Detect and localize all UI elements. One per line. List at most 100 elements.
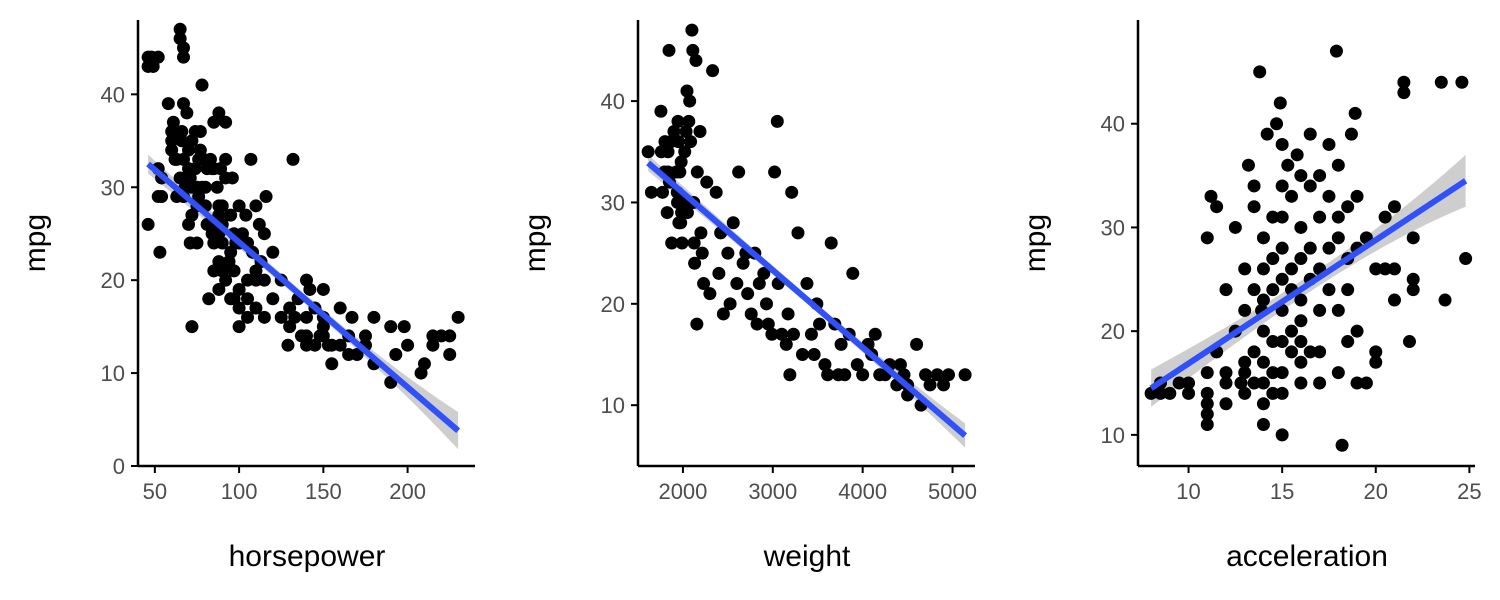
scatter-point bbox=[1275, 241, 1289, 255]
y-tick-label: 30 bbox=[101, 175, 125, 200]
scatter-point bbox=[690, 317, 704, 331]
panel-weight: 2000 3000 4000 5000 10 20 30 40 weight mpg bbox=[519, 20, 977, 573]
scatter-point bbox=[893, 358, 907, 372]
scatter-point bbox=[680, 84, 694, 98]
scatter-point bbox=[426, 338, 440, 352]
scatter-point bbox=[1238, 386, 1252, 400]
scatter-point bbox=[765, 327, 779, 341]
scatter-point bbox=[1313, 345, 1327, 359]
scatter-point bbox=[703, 287, 717, 301]
x-tick-label: 2000 bbox=[658, 479, 707, 504]
scatter-point bbox=[288, 310, 302, 324]
scatter-point bbox=[1275, 335, 1289, 349]
x-tick-label: 50 bbox=[143, 479, 167, 504]
y-tick-label: 40 bbox=[101, 82, 125, 107]
scatter-point bbox=[1247, 283, 1261, 297]
scatter-point bbox=[834, 337, 848, 351]
scatter-point bbox=[1331, 231, 1345, 245]
scatter-point bbox=[856, 368, 870, 382]
x-tick-label: 5000 bbox=[928, 479, 977, 504]
scatter-point bbox=[417, 357, 431, 371]
scatter-point bbox=[795, 348, 809, 361]
scatter-point bbox=[1275, 366, 1289, 380]
scatter-point bbox=[850, 358, 864, 372]
scatter-point bbox=[1219, 366, 1233, 380]
scatter-point bbox=[1341, 335, 1355, 349]
scatter-point bbox=[807, 348, 821, 361]
scatter-point bbox=[761, 317, 775, 331]
regression-line-horsepower bbox=[146, 161, 461, 433]
scatter-point bbox=[202, 292, 216, 306]
scatter-point bbox=[1144, 386, 1158, 400]
scatter-point bbox=[1247, 179, 1261, 193]
scatter-point bbox=[161, 97, 175, 111]
scatter-point bbox=[1228, 220, 1242, 234]
scatter-point bbox=[695, 246, 709, 260]
scatter-point bbox=[1387, 262, 1401, 276]
scatter-point bbox=[919, 368, 933, 382]
scatter-point bbox=[1294, 293, 1308, 307]
scatter-point bbox=[215, 199, 229, 213]
scatter-point bbox=[781, 307, 795, 321]
scatter-point bbox=[1341, 200, 1355, 214]
scatter-point bbox=[1294, 376, 1308, 390]
scatter-point bbox=[685, 23, 699, 37]
y-tick-label: 10 bbox=[1101, 423, 1125, 448]
scatter-point bbox=[1260, 127, 1274, 141]
scatter-point bbox=[1200, 231, 1214, 245]
scatter-point bbox=[1329, 44, 1343, 58]
scatter-point bbox=[675, 236, 689, 250]
scatter-point bbox=[443, 329, 457, 343]
scatter-point bbox=[345, 310, 359, 324]
scatter-point bbox=[350, 348, 364, 361]
scatter-point bbox=[1331, 366, 1345, 380]
scatter-point bbox=[1350, 376, 1364, 390]
scatter-point bbox=[1350, 189, 1364, 203]
scatter-point bbox=[1266, 283, 1280, 297]
scatter-point bbox=[846, 266, 860, 280]
scatter-point bbox=[1200, 386, 1214, 400]
scatter-point bbox=[674, 155, 688, 169]
scatter-point bbox=[736, 256, 750, 270]
scatter-point bbox=[838, 368, 852, 382]
scatter-point bbox=[684, 135, 698, 149]
scatter-point bbox=[709, 185, 723, 199]
scatter-point bbox=[786, 327, 800, 341]
scatter-point bbox=[1331, 158, 1345, 172]
scatter-point bbox=[923, 378, 937, 392]
scatter-point bbox=[1303, 241, 1317, 255]
scatter-point bbox=[723, 297, 737, 311]
scatter-point bbox=[244, 152, 258, 166]
scatter-point bbox=[1378, 262, 1392, 276]
scatter-point bbox=[1397, 75, 1411, 89]
scatter-point bbox=[804, 327, 818, 341]
x-tick-label: 10 bbox=[1176, 479, 1200, 504]
scatter-point bbox=[397, 320, 411, 334]
scatter-point bbox=[1266, 366, 1280, 380]
scatter-point bbox=[1275, 272, 1289, 286]
scatter-point bbox=[451, 310, 465, 324]
y-tick-label: 30 bbox=[1101, 215, 1125, 240]
scatter-point bbox=[212, 106, 226, 120]
scatter-point bbox=[1270, 117, 1284, 131]
scatter-point bbox=[1182, 376, 1196, 390]
scatter-point bbox=[1163, 386, 1177, 400]
scatter-point bbox=[300, 329, 313, 343]
scatter-point bbox=[281, 338, 295, 352]
scatter-point bbox=[1378, 210, 1392, 224]
scatter-point bbox=[232, 282, 246, 296]
y-tick-label: 20 bbox=[1101, 319, 1125, 344]
scatter-point bbox=[1182, 386, 1196, 400]
scatter-point bbox=[1285, 189, 1299, 203]
panel-acceleration: 10 15 20 25 10 20 30 40 acceleration mpg bbox=[1019, 20, 1482, 573]
scatter-point bbox=[175, 134, 189, 148]
scatter-point bbox=[1266, 252, 1280, 266]
scatter-point bbox=[249, 301, 263, 315]
scatter-point bbox=[750, 317, 764, 331]
scatter-point bbox=[1387, 293, 1401, 307]
scatter-point bbox=[241, 310, 255, 324]
scatter-point bbox=[706, 64, 720, 78]
scatter-point bbox=[1200, 397, 1214, 411]
scatter-point bbox=[732, 165, 746, 179]
scatter-point bbox=[151, 50, 165, 64]
